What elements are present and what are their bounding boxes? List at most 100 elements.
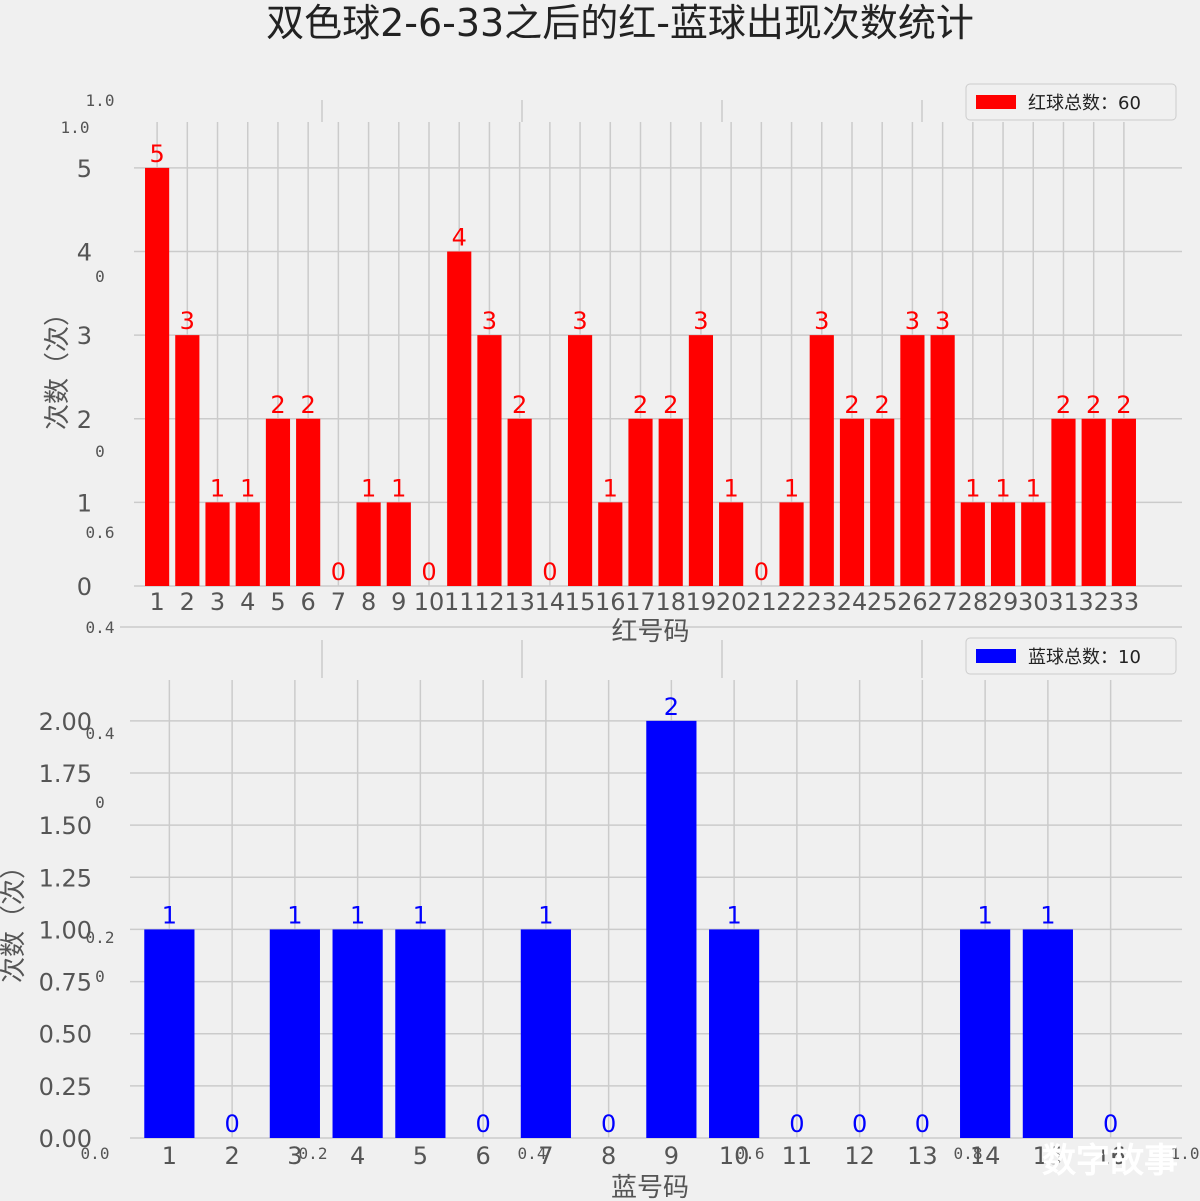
red-bar-27 <box>930 335 955 586</box>
red-value-label-14: 0 <box>542 558 557 586</box>
blue-x-tick-label-7: 7 <box>538 1142 553 1170</box>
blue-y-tick-label: 1.00 <box>39 916 92 944</box>
red-y-tick-label: 4 <box>77 239 92 267</box>
blue-value-label-2: 0 <box>224 1110 239 1138</box>
blue-x-tick-label-6: 6 <box>475 1142 490 1170</box>
red-value-label-28: 1 <box>965 474 980 502</box>
red-bar-16 <box>598 502 623 586</box>
red-x-tick-label-6: 6 <box>301 588 316 616</box>
background-y-tick-8: 0 <box>95 967 105 986</box>
blue-value-label-12: 0 <box>852 1110 867 1138</box>
blue-value-label-14: 1 <box>977 901 992 929</box>
red-value-label-7: 0 <box>331 558 346 586</box>
background-axes: 1.0 0 0 0.6 0.4 0.4 0 0.2 0 0.0 0.2 0.4 0.6 0.8 1.0 <box>81 91 1200 1163</box>
red-x-tick-label-30: 30 <box>1018 588 1049 616</box>
red-value-label-18: 2 <box>663 391 678 419</box>
red-ghost-tick: 1.0 <box>61 118 90 137</box>
blue-value-label-10: 1 <box>726 901 741 929</box>
red-value-label-9: 1 <box>391 474 406 502</box>
blue-x-tick-label-5: 5 <box>413 1142 428 1170</box>
blue-x-axis-label: 蓝号码 <box>611 1173 689 1201</box>
red-bar-30 <box>1021 502 1046 586</box>
blue-x-tick-label-16: 16 <box>1095 1142 1126 1170</box>
red-bar-4 <box>235 502 260 586</box>
red-x-tick-label-20: 20 <box>716 588 747 616</box>
blue-y-tick-label: 0.00 <box>39 1125 92 1153</box>
red-x-tick-label-15: 15 <box>565 588 596 616</box>
blue-value-label-3: 1 <box>287 901 302 929</box>
blue-value-label-13: 0 <box>915 1110 930 1138</box>
blue-legend-swatch <box>976 649 1016 663</box>
blue-value-label-1: 1 <box>162 901 177 929</box>
red-value-label-29: 1 <box>995 474 1010 502</box>
red-x-tick-label-17: 17 <box>625 588 656 616</box>
red-x-tick-label-22: 22 <box>776 588 807 616</box>
red-x-tick-label-9: 9 <box>391 588 406 616</box>
red-bar-3 <box>205 502 230 586</box>
red-legend-label: 红球总数：60 <box>1028 93 1141 114</box>
red-bar-31 <box>1051 418 1076 586</box>
red-value-label-5: 2 <box>270 391 285 419</box>
blue-x-tick-label-1: 1 <box>162 1142 177 1170</box>
red-x-tick-label-11: 11 <box>444 588 475 616</box>
red-value-label-12: 3 <box>482 307 497 335</box>
red-value-label-10: 0 <box>421 558 436 586</box>
red-bar-15 <box>567 335 593 586</box>
background-x-tick-1: 0.2 <box>299 1144 328 1163</box>
watermark: 数字故事 <box>1042 1141 1178 1181</box>
blue-x-tick-label-13: 13 <box>907 1142 938 1170</box>
red-value-label-32: 2 <box>1086 391 1101 419</box>
background-y-tick-2: 0 <box>95 442 105 461</box>
blue-x-tick-label-11: 11 <box>782 1142 813 1170</box>
red-value-label-1: 5 <box>149 140 164 168</box>
blue-bar-7 <box>520 929 571 1138</box>
red-x-tick-label-14: 14 <box>535 588 566 616</box>
red-value-label-27: 3 <box>935 307 950 335</box>
background-y-tick-0: 1.0 <box>86 91 115 110</box>
red-bar-19 <box>688 335 714 586</box>
red-x-tick-label-23: 23 <box>806 588 837 616</box>
blue-value-label-7: 1 <box>538 901 553 929</box>
red-x-tick-label-2: 2 <box>180 588 195 616</box>
blue-legend-label: 蓝球总数：10 <box>1028 647 1141 668</box>
red-bar-33 <box>1111 418 1136 586</box>
red-value-label-22: 1 <box>784 474 799 502</box>
blue-y-axis-label: 次数（次） <box>0 853 29 983</box>
blue-legend-box <box>965 637 1177 675</box>
red-value-label-15: 3 <box>572 307 587 335</box>
background-y-tick-7: 0.2 <box>86 928 115 947</box>
red-bar-6 <box>296 418 321 586</box>
red-bar-9 <box>386 502 411 586</box>
blue-x-tick-label-8: 8 <box>601 1142 616 1170</box>
red-value-label-33: 2 <box>1116 391 1131 419</box>
blue-x-tick-label-10: 10 <box>719 1142 750 1170</box>
background-y-tick-4: 0.4 <box>86 618 115 637</box>
blue-value-label-4: 1 <box>350 901 365 929</box>
red-bar-18 <box>658 418 683 586</box>
blue-bar-9 <box>646 720 697 1138</box>
red-value-label-8: 1 <box>361 474 376 502</box>
red-value-label-16: 1 <box>603 474 618 502</box>
red-bar-1 <box>145 167 170 586</box>
red-bar-8 <box>356 502 381 586</box>
red-y-axis-label: 次数（次） <box>43 300 73 430</box>
blue-ball-chart: 0.000.250.500.751.001.251.501.752.001102… <box>0 637 1182 1201</box>
red-bar-24 <box>839 418 865 586</box>
blue-y-tick-label: 1.75 <box>39 760 92 788</box>
red-bar-28 <box>960 502 985 586</box>
red-bar-17 <box>628 418 653 586</box>
background-x-tick-4: 0.8 <box>954 1144 983 1163</box>
blue-value-label-6: 0 <box>475 1110 490 1138</box>
background-x-tick-3: 0.6 <box>736 1144 765 1163</box>
blue-bar-10 <box>709 929 760 1138</box>
red-x-axis-label: 红号码 <box>611 617 689 647</box>
red-value-label-30: 1 <box>1026 474 1041 502</box>
red-y-tick-label: 1 <box>77 489 92 517</box>
red-value-label-3: 1 <box>210 474 225 502</box>
blue-bar-5 <box>395 929 446 1138</box>
blue-y-tick-label: 2.00 <box>39 708 92 736</box>
background-y-tick-3: 0.6 <box>86 523 115 542</box>
red-x-tick-label-31: 31 <box>1048 588 1079 616</box>
red-x-tick-label-12: 12 <box>474 588 505 616</box>
red-bar-23 <box>809 335 834 586</box>
